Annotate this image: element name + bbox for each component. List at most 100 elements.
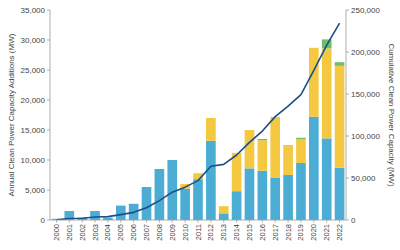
y2-tick-label: 0 bbox=[351, 216, 356, 225]
x-tick-label: 2003 bbox=[91, 224, 100, 241]
x-tick-label: 2011 bbox=[194, 224, 203, 240]
x-tick-label: 2022 bbox=[335, 224, 344, 241]
y-tick-label: 30,000 bbox=[21, 36, 46, 45]
bar bbox=[64, 211, 74, 212]
x-tick bbox=[159, 220, 160, 223]
bar bbox=[283, 145, 293, 146]
bar bbox=[142, 187, 152, 188]
x-tick bbox=[56, 220, 57, 223]
x-tick bbox=[275, 220, 276, 223]
y-tick-label: 20,000 bbox=[21, 96, 46, 105]
bar bbox=[270, 117, 280, 178]
bar bbox=[167, 160, 177, 161]
x-tick-label: 2021 bbox=[322, 224, 331, 241]
y2-axis-label: Cumulative Clean Power Capacity (MW) bbox=[387, 43, 396, 186]
bar bbox=[129, 203, 139, 204]
y-tick bbox=[47, 100, 50, 101]
x-tick bbox=[146, 220, 147, 223]
x-tick bbox=[198, 220, 199, 223]
y2-tick-label: 50,000 bbox=[351, 174, 376, 183]
y-axis-label: Annual Clean Power Capacity Additions (M… bbox=[7, 33, 16, 196]
y-tick bbox=[47, 40, 50, 41]
y2-tick-label: 250,000 bbox=[351, 6, 380, 15]
bar bbox=[219, 206, 229, 207]
y2-tick bbox=[346, 136, 349, 137]
x-tick-label: 2007 bbox=[142, 224, 151, 241]
y2-tick bbox=[346, 178, 349, 179]
x-tick bbox=[185, 220, 186, 223]
x-tick bbox=[69, 220, 70, 223]
y2-tick-label: 100,000 bbox=[351, 132, 380, 141]
y-tick-label: 15,000 bbox=[21, 126, 46, 135]
bar bbox=[322, 48, 332, 138]
y-tick bbox=[47, 160, 50, 161]
bar bbox=[193, 173, 203, 174]
bar bbox=[232, 191, 242, 220]
bar bbox=[90, 211, 100, 212]
x-tick bbox=[172, 220, 173, 223]
y-tick-label: 10,000 bbox=[21, 156, 46, 165]
bar bbox=[167, 160, 177, 161]
bar bbox=[206, 118, 216, 141]
y-tick bbox=[47, 190, 50, 191]
bar bbox=[142, 187, 152, 220]
bar bbox=[129, 203, 139, 204]
x-tick-label: 2001 bbox=[65, 224, 74, 241]
bar bbox=[245, 130, 255, 131]
x-tick bbox=[210, 220, 211, 223]
x-tick bbox=[236, 220, 237, 223]
y-tick bbox=[47, 130, 50, 131]
bar bbox=[116, 205, 126, 206]
y-tick-label: 0 bbox=[41, 216, 46, 225]
x-tick-label: 2004 bbox=[103, 224, 112, 241]
x-tick-label: 2020 bbox=[309, 224, 318, 241]
x-tick bbox=[249, 220, 250, 223]
x-tick-label: 2012 bbox=[206, 224, 215, 241]
x-tick bbox=[288, 220, 289, 223]
x-tick bbox=[339, 220, 340, 223]
x-tick bbox=[262, 220, 263, 223]
x-tick-label: 2016 bbox=[258, 224, 267, 241]
line bbox=[56, 23, 339, 220]
x-tick-label: 2017 bbox=[271, 224, 280, 241]
bar bbox=[283, 145, 293, 175]
x-tick bbox=[120, 220, 121, 223]
bar bbox=[155, 169, 165, 220]
bar bbox=[90, 211, 100, 212]
y-tick bbox=[47, 70, 50, 71]
x-tick-label: 2008 bbox=[155, 224, 164, 241]
y2-tick bbox=[346, 220, 349, 221]
chart: 05,00010,00015,00020,00025,00030,00035,0… bbox=[0, 0, 400, 250]
bar bbox=[64, 211, 74, 212]
bar bbox=[335, 66, 345, 168]
bar bbox=[296, 138, 306, 139]
y2-tick bbox=[346, 52, 349, 53]
bar bbox=[167, 160, 177, 220]
bar bbox=[155, 169, 165, 170]
bar bbox=[309, 117, 319, 220]
x-tick bbox=[107, 220, 108, 223]
x-tick bbox=[82, 220, 83, 223]
x-tick-label: 2009 bbox=[168, 224, 177, 241]
bar bbox=[142, 187, 152, 188]
bar bbox=[258, 139, 268, 140]
y2-tick-label: 150,000 bbox=[351, 90, 380, 99]
bar bbox=[90, 211, 100, 220]
bar bbox=[335, 168, 345, 220]
bar bbox=[219, 206, 229, 213]
bar bbox=[180, 184, 190, 185]
bar bbox=[245, 168, 255, 220]
y2-tick bbox=[346, 10, 349, 11]
y-tick-label: 5,000 bbox=[25, 186, 46, 195]
y2-tick bbox=[346, 94, 349, 95]
y-tick bbox=[47, 220, 50, 221]
axes: 05,00010,00015,00020,00025,00030,00035,0… bbox=[21, 6, 381, 241]
x-tick-label: 2014 bbox=[232, 224, 241, 241]
bar bbox=[309, 47, 319, 48]
bar bbox=[116, 205, 126, 206]
bar bbox=[232, 153, 242, 191]
plot-area bbox=[52, 23, 345, 220]
bar bbox=[258, 171, 268, 220]
y-axis-line bbox=[50, 10, 51, 220]
y2-axis-line bbox=[346, 10, 347, 220]
